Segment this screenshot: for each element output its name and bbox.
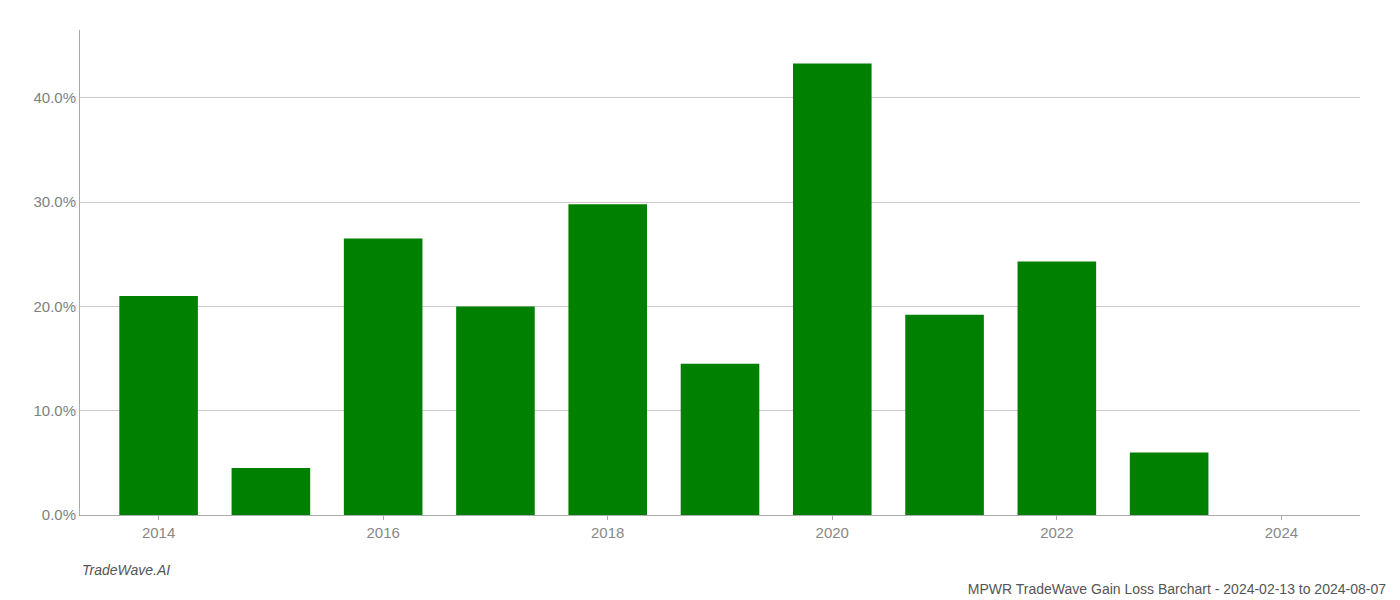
svg-text:40.0%: 40.0%: [33, 89, 76, 106]
svg-text:2016: 2016: [366, 524, 399, 541]
svg-text:2018: 2018: [591, 524, 624, 541]
svg-text:2020: 2020: [816, 524, 849, 541]
svg-text:30.0%: 30.0%: [33, 193, 76, 210]
svg-text:20.0%: 20.0%: [33, 298, 76, 315]
svg-text:2022: 2022: [1040, 524, 1073, 541]
svg-text:2014: 2014: [142, 524, 175, 541]
svg-text:0.0%: 0.0%: [42, 506, 76, 523]
svg-text:2024: 2024: [1265, 524, 1298, 541]
svg-text:MPWR TradeWave Gain Loss Barch: MPWR TradeWave Gain Loss Barchart - 2024…: [968, 581, 1386, 597]
svg-text:TradeWave.AI: TradeWave.AI: [82, 562, 170, 578]
svg-text:10.0%: 10.0%: [33, 402, 76, 419]
